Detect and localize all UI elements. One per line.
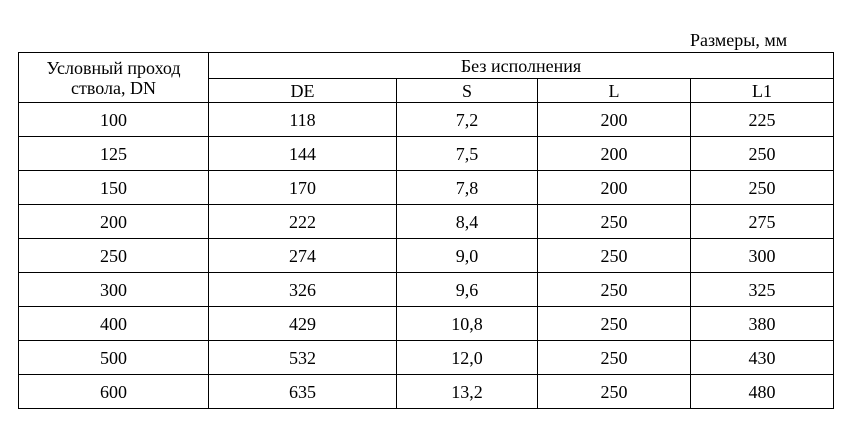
table-cell: 430 bbox=[689, 340, 835, 375]
table-cell: 13,2 bbox=[396, 374, 538, 409]
table-cell: 200 bbox=[537, 102, 691, 137]
table-cell: 250 bbox=[537, 204, 691, 239]
table-cell: 635 bbox=[208, 374, 397, 409]
table-cell: 200 bbox=[537, 136, 691, 171]
table-row: 300 326 9,6 250 325 bbox=[18, 272, 835, 307]
table-cell: 600 bbox=[18, 374, 209, 409]
table-row: 400 429 10,8 250 380 bbox=[18, 306, 835, 341]
table-cell: 10,8 bbox=[396, 306, 538, 341]
table-cell: 532 bbox=[208, 340, 397, 375]
units-caption: Размеры, мм bbox=[690, 30, 788, 50]
header-cell: Условный проход ствола, DN bbox=[18, 52, 209, 103]
table-cell: 12,0 bbox=[396, 340, 538, 375]
table-cell: 8,4 bbox=[396, 204, 538, 239]
table-cell: 200 bbox=[537, 170, 691, 205]
table-cell: 300 bbox=[18, 272, 209, 307]
table-row: 100 118 7,2 200 225 bbox=[18, 102, 835, 137]
table-cell: 300 bbox=[689, 238, 835, 273]
table-cell: 9,0 bbox=[396, 238, 538, 273]
header-cell: Без исполнения bbox=[207, 52, 835, 79]
table-row: 125 144 7,5 200 250 bbox=[18, 136, 835, 171]
table-cell: 250 bbox=[689, 170, 835, 205]
table-cell: 200 bbox=[18, 204, 209, 239]
table-cell: 144 bbox=[208, 136, 397, 171]
table-cell: 100 bbox=[18, 102, 209, 137]
header-cell: DE bbox=[208, 78, 397, 103]
table-row: 500 532 12,0 250 430 bbox=[18, 340, 835, 375]
table-row: 600 635 13,2 250 480 bbox=[18, 374, 835, 409]
table-cell: 9,6 bbox=[396, 272, 538, 307]
header-cell: L1 bbox=[689, 78, 835, 103]
table-cell: 125 bbox=[18, 136, 209, 171]
table-cell: 7,5 bbox=[396, 136, 538, 171]
table-cell: 326 bbox=[208, 272, 397, 307]
table-cell: 118 bbox=[208, 102, 397, 137]
table-cell: 480 bbox=[689, 374, 835, 409]
table-cell: 250 bbox=[689, 136, 835, 171]
table-cell: 250 bbox=[537, 340, 691, 375]
table-cell: 500 bbox=[18, 340, 209, 375]
table-cell: 7,8 bbox=[396, 170, 538, 205]
table-cell: 7,2 bbox=[396, 102, 538, 137]
table-row: 150 170 7,8 200 250 bbox=[18, 170, 835, 205]
table-cell: 400 bbox=[18, 306, 209, 341]
table-cell: 225 bbox=[689, 102, 835, 137]
table-cell: 170 bbox=[208, 170, 397, 205]
table-cell: 274 bbox=[208, 238, 397, 273]
table-cell: 250 bbox=[537, 306, 691, 341]
header-cell: S bbox=[396, 78, 538, 103]
table-row: 200 222 8,4 250 275 bbox=[18, 204, 835, 239]
table-cell: 250 bbox=[537, 374, 691, 409]
table-cell: 325 bbox=[689, 272, 835, 307]
table-cell: 250 bbox=[18, 238, 209, 273]
table-cell: 250 bbox=[537, 238, 691, 273]
table-cell: 150 bbox=[18, 170, 209, 205]
table-cell: 250 bbox=[537, 272, 691, 307]
table-cell: 275 bbox=[689, 204, 835, 239]
table-cell: 222 bbox=[208, 204, 397, 239]
table-cell: 429 bbox=[208, 306, 397, 341]
table-cell: 380 bbox=[689, 306, 835, 341]
header-cell: L bbox=[537, 78, 691, 103]
dimensions-table: Условный проход ствола, DN Без исполнени… bbox=[18, 52, 835, 409]
table-row: 250 274 9,0 250 300 bbox=[18, 238, 835, 273]
